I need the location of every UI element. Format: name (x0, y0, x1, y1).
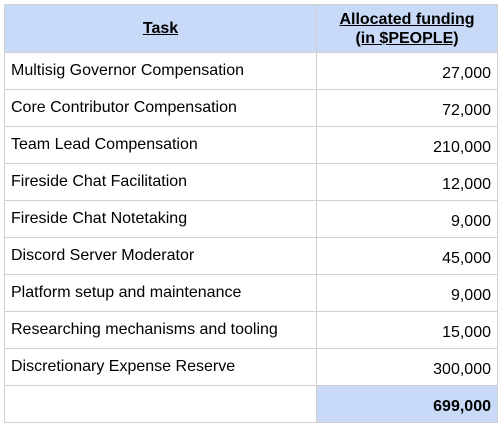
task-cell[interactable]: Fireside Chat Notetaking (4, 200, 317, 238)
funding-cell[interactable]: 210,000 (316, 126, 498, 164)
funding-cell[interactable]: 15,000 (316, 311, 498, 349)
funding-cell[interactable]: 12,000 (316, 163, 498, 201)
funding-cell[interactable]: 27,000 (316, 52, 498, 90)
total-funding-cell[interactable]: 699,000 (316, 385, 498, 423)
table-row: Team Lead Compensation 210,000 (4, 126, 498, 164)
table-row: Fireside Chat Notetaking 9,000 (4, 200, 498, 238)
table-header-row: Task Allocated funding (in $PEOPLE) (4, 4, 498, 53)
table-row: Multisig Governor Compensation 27,000 (4, 52, 498, 90)
table-row: Discretionary Expense Reserve 300,000 (4, 348, 498, 386)
header-task[interactable]: Task (4, 4, 317, 53)
header-task-label: Task (142, 20, 179, 37)
funding-cell[interactable]: 45,000 (316, 237, 498, 275)
task-cell[interactable]: Fireside Chat Facilitation (4, 163, 317, 201)
task-cell[interactable]: Multisig Governor Compensation (4, 52, 317, 90)
task-cell[interactable]: Discretionary Expense Reserve (4, 348, 317, 386)
table-row: Fireside Chat Facilitation 12,000 (4, 163, 498, 201)
table-row: Discord Server Moderator 45,000 (4, 237, 498, 275)
task-cell[interactable]: Team Lead Compensation (4, 126, 317, 164)
funding-cell[interactable]: 72,000 (316, 89, 498, 127)
header-allocated-funding[interactable]: Allocated funding (in $PEOPLE) (316, 4, 498, 53)
total-label-cell[interactable] (4, 385, 317, 423)
table-row: Core Contributor Compensation 72,000 (4, 89, 498, 127)
task-cell[interactable]: Platform setup and maintenance (4, 274, 317, 312)
table-row: Researching mechanisms and tooling 15,00… (4, 311, 498, 349)
funding-table-container: Task Allocated funding (in $PEOPLE) Mult… (4, 4, 498, 423)
funding-allocation-table: Task Allocated funding (in $PEOPLE) Mult… (4, 4, 498, 423)
task-cell[interactable]: Researching mechanisms and tooling (4, 311, 317, 349)
funding-cell[interactable]: 300,000 (316, 348, 498, 386)
table-row: Platform setup and maintenance 9,000 (4, 274, 498, 312)
header-funding-label-line2: (in $PEOPLE) (355, 29, 459, 47)
task-cell[interactable]: Discord Server Moderator (4, 237, 317, 275)
funding-cell[interactable]: 9,000 (316, 200, 498, 238)
task-cell[interactable]: Core Contributor Compensation (4, 89, 317, 127)
funding-cell[interactable]: 9,000 (316, 274, 498, 312)
header-funding-label-line1: Allocated funding (339, 10, 475, 28)
total-row: 699,000 (4, 385, 498, 423)
